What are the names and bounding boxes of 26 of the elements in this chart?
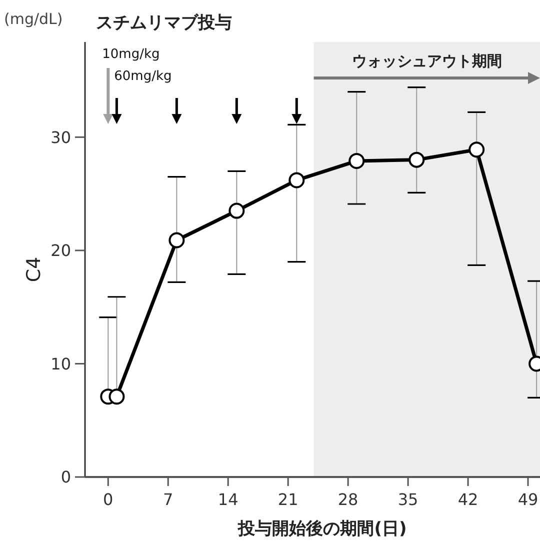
x-tick-label: 7: [163, 490, 174, 509]
y-axis-title: C4: [23, 256, 45, 282]
point: [108, 388, 125, 405]
annotation: 10mg/kg: [102, 47, 160, 62]
text: (mg/dL): [4, 10, 63, 28]
y-tick-label: 10: [50, 354, 71, 374]
chart-title: スチムリマブ投与: [96, 13, 232, 33]
point: [468, 142, 485, 158]
point: [408, 152, 425, 168]
x-tick-label: 49: [518, 490, 538, 509]
point: [228, 202, 245, 219]
x-tick-label: 35: [398, 490, 418, 509]
x-tick-label: 28: [338, 490, 358, 509]
y-tick-label: 20: [50, 241, 71, 260]
x-tick-label: 14: [218, 490, 238, 509]
point: [168, 232, 185, 248]
point: [348, 152, 365, 169]
x-axis-title: 投与開始後の期間(日): [237, 519, 407, 539]
annotation: 60mg/kg: [114, 69, 172, 84]
x-tick-label: 0: [103, 490, 114, 509]
y-tick-label: 30: [50, 128, 71, 147]
x-tick-label: 21: [278, 490, 298, 509]
x-tick-label: 42: [458, 490, 478, 509]
y-tick-label: 0: [60, 468, 71, 487]
band-label: ウォッシュアウト期間: [352, 52, 502, 70]
point: [288, 172, 305, 188]
